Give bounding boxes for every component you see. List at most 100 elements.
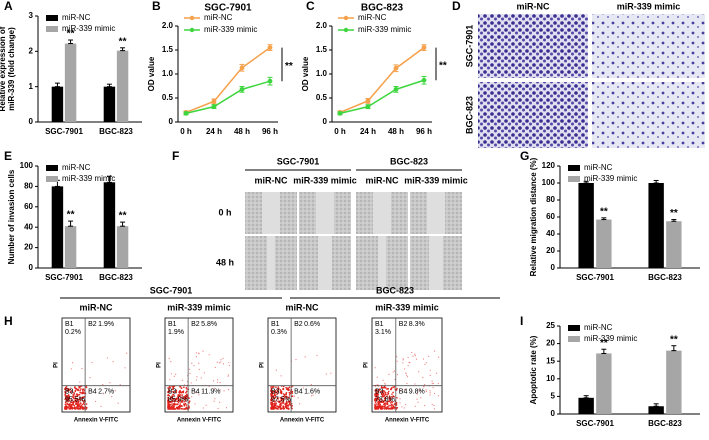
event-dot — [212, 380, 215, 382]
event-dot — [408, 361, 410, 364]
event-dot — [208, 385, 210, 388]
event-dot — [285, 391, 288, 394]
event-dot — [429, 369, 431, 371]
data-point — [211, 98, 217, 104]
event-dot — [433, 408, 435, 410]
event-dot — [385, 399, 387, 401]
chart-title: BGC-823 — [361, 3, 404, 14]
event-dot — [188, 400, 191, 403]
legend-swatch — [46, 176, 58, 182]
event-dot — [429, 374, 431, 377]
event-dot — [79, 399, 82, 401]
event-dot — [82, 390, 84, 392]
event-dot — [208, 354, 210, 356]
y-tick-label: 100 — [20, 161, 34, 170]
event-dot — [175, 391, 177, 394]
quadrant-value: 1.9% — [98, 321, 114, 328]
event-dot — [376, 376, 378, 378]
quadrant-name: B4 — [88, 389, 97, 396]
event-dot — [386, 401, 389, 403]
significance: ** — [600, 206, 608, 217]
event-dot — [180, 407, 183, 410]
event-dot — [402, 359, 404, 361]
event-dot — [222, 357, 224, 359]
event-dot — [382, 379, 384, 382]
panel-letter: I — [520, 314, 523, 328]
y-tick-label: 80 — [546, 195, 555, 204]
event-dot — [405, 372, 407, 374]
data-point — [365, 104, 371, 110]
quadrant-name: B4 — [294, 389, 303, 396]
column-label: miR-339 mimic — [167, 302, 231, 312]
event-dot — [174, 398, 176, 400]
quadrant-name: B1 — [168, 321, 177, 328]
plot-frame — [267, 317, 337, 413]
data-point — [211, 104, 217, 110]
event-dot — [82, 396, 85, 399]
event-dot — [73, 392, 75, 394]
event-dot — [394, 378, 396, 381]
event-dot — [195, 379, 197, 381]
legend-marker — [343, 15, 349, 21]
event-dot — [191, 362, 193, 364]
event-dot — [433, 350, 436, 352]
event-dot — [277, 406, 280, 409]
event-dot — [380, 398, 382, 401]
data-point — [393, 86, 399, 92]
event-dot — [179, 386, 181, 388]
event-dot — [390, 388, 392, 391]
event-dot — [316, 354, 318, 356]
event-dot — [167, 406, 170, 409]
event-dot — [270, 387, 273, 390]
event-dot — [310, 383, 312, 386]
y-axis-label: OD value — [147, 56, 156, 91]
x-tick-label: SGC-7901 — [576, 419, 614, 428]
event-dot — [374, 401, 377, 404]
micrograph — [592, 14, 705, 78]
micrograph — [592, 82, 705, 148]
event-dot — [385, 407, 388, 410]
event-dot — [109, 382, 111, 384]
event-dot — [173, 404, 175, 407]
legend-swatch — [46, 165, 58, 171]
quadrant-value: 5.8% — [201, 321, 217, 328]
event-dot — [69, 390, 72, 393]
micrograph — [478, 82, 588, 148]
event-dot — [65, 397, 68, 400]
event-dot — [180, 401, 182, 403]
event-dot — [282, 405, 284, 407]
y-tick-label: 1.0 — [316, 69, 328, 78]
event-dot — [282, 402, 284, 405]
bar — [64, 226, 77, 268]
event-dot — [74, 390, 77, 393]
legend-label: miR-NC — [584, 323, 613, 332]
legend-label: miR-339 mimic — [584, 174, 637, 183]
event-dot — [75, 400, 78, 403]
event-dot — [78, 385, 80, 388]
event-dot — [288, 396, 291, 398]
event-dot — [77, 407, 79, 409]
event-dot — [425, 389, 427, 391]
event-dot — [389, 398, 392, 401]
y-tick-label: 0 — [169, 117, 174, 126]
event-dot — [272, 395, 275, 397]
event-dot — [423, 385, 425, 388]
bar — [103, 86, 116, 122]
event-dot — [422, 376, 424, 379]
event-dot — [228, 364, 231, 367]
panel-letter: B — [152, 0, 161, 13]
event-dot — [76, 394, 79, 397]
event-dot — [396, 374, 399, 376]
y-axis-label: Number of invasion cells — [7, 169, 16, 264]
y-tick-label: 20 — [24, 243, 33, 252]
event-dot — [170, 403, 172, 406]
bar — [116, 226, 129, 268]
event-dot — [379, 390, 382, 393]
event-dot — [196, 376, 198, 378]
bar — [648, 183, 664, 268]
series-line — [185, 46, 271, 114]
event-dot — [79, 389, 81, 392]
event-dot — [381, 394, 384, 396]
event-dot — [295, 358, 297, 361]
event-dot — [272, 390, 275, 393]
